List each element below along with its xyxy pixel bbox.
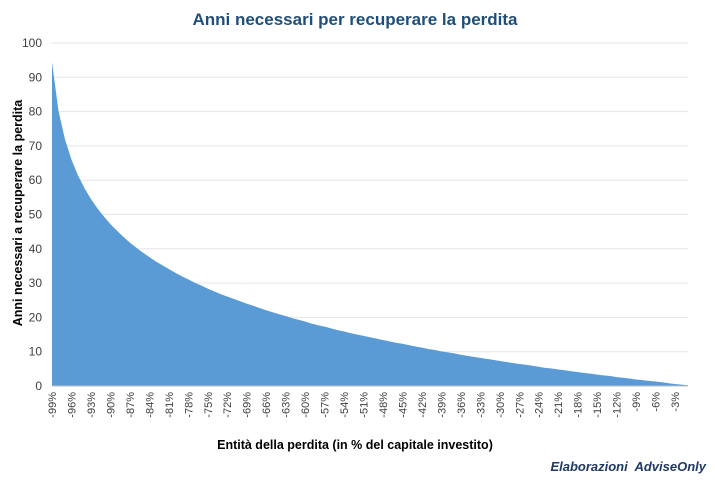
x-tick-label: -42% <box>417 392 429 418</box>
x-tick-label: -57% <box>320 392 332 418</box>
x-tick-label: -87% <box>125 392 137 418</box>
y-tick-label: 90 <box>29 70 43 84</box>
x-tick-label: -63% <box>281 392 293 418</box>
x-tick-label: -75% <box>203 392 215 418</box>
x-tick-label: -54% <box>339 392 351 418</box>
x-tick-label: -60% <box>300 392 312 418</box>
x-tick-label: -99% <box>47 392 59 418</box>
y-tick-label: 60 <box>29 173 43 187</box>
x-tick-label: -9% <box>631 392 643 412</box>
x-tick-label: -78% <box>183 392 195 418</box>
plot-area <box>52 62 688 387</box>
source-credit: Elaborazioni AdviseOnly <box>550 459 706 474</box>
x-tick-label: -21% <box>553 392 565 418</box>
x-tick-label: -15% <box>592 392 604 418</box>
x-tick-label: -18% <box>573 392 585 418</box>
y-tick-label: 40 <box>29 242 43 256</box>
x-tick-label: -81% <box>164 392 176 418</box>
y-tick-label: 70 <box>29 139 43 153</box>
y-axis-label: Anni necessari a recuperare la perdita <box>11 99 25 327</box>
x-axis-ticks: -99% -96% -93% -90% -87% -84% -81% -78% -75% -72%… <box>47 392 682 418</box>
x-tick-label: -27% <box>514 392 526 418</box>
x-tick-label: -36% <box>456 392 468 418</box>
y-tick-label: 20 <box>29 310 43 324</box>
chart-title: Anni necessari per recuperare la perdita <box>192 10 518 29</box>
x-tick-label: -69% <box>242 392 254 418</box>
x-axis-label: Entità della perdita (in % del capitale … <box>217 438 493 452</box>
x-tick-label: -39% <box>436 392 448 418</box>
y-tick-label: 100 <box>22 36 42 50</box>
x-tick-label: -45% <box>397 392 409 418</box>
area-series <box>52 62 688 387</box>
y-axis-ticks: 0 10 20 30 40 50 60 70 80 90 100 <box>22 36 42 393</box>
y-tick-label: 10 <box>29 345 43 359</box>
x-tick-label: -96% <box>66 392 78 418</box>
y-tick-label: 80 <box>29 105 43 119</box>
x-tick-label: -24% <box>534 392 546 418</box>
x-tick-label: -66% <box>261 392 273 418</box>
y-tick-label: 50 <box>29 208 43 222</box>
x-tick-label: -12% <box>612 392 624 418</box>
x-tick-label: -3% <box>670 392 682 412</box>
x-tick-label: -51% <box>359 392 371 418</box>
x-tick-label: -90% <box>105 392 117 418</box>
y-tick-label: 30 <box>29 276 43 290</box>
x-tick-label: -72% <box>222 392 234 418</box>
x-tick-label: -30% <box>495 392 507 418</box>
x-tick-label: -93% <box>86 392 98 418</box>
x-tick-label: -33% <box>475 392 487 418</box>
y-tick-label: 0 <box>35 379 42 393</box>
x-tick-label: -6% <box>651 392 663 412</box>
x-tick-label: -48% <box>378 392 390 418</box>
x-tick-label: -84% <box>144 392 156 418</box>
